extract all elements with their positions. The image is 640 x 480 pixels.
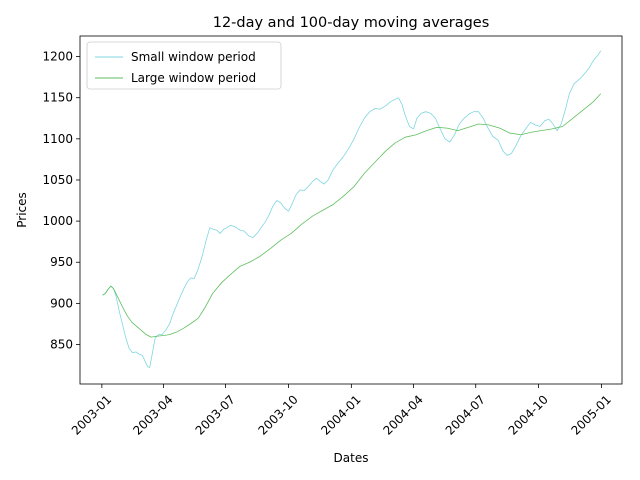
legend-box: [86, 41, 282, 90]
series-line-2: [102, 93, 602, 338]
y-tick-label: 1200: [42, 50, 73, 64]
x-axis-label: Dates: [334, 451, 369, 465]
legend: Small window period Large window period: [86, 41, 282, 90]
y-tick-label: 950: [50, 255, 73, 269]
y-tick-label: 900: [50, 296, 73, 310]
y-tick-label: 1050: [42, 173, 73, 187]
series-layer: [102, 50, 602, 368]
series-line-1: [102, 50, 602, 368]
legend-label-1: Small window period: [131, 50, 256, 64]
legend-label-2: Large window period: [131, 71, 256, 85]
y-tick-label: 1100: [42, 132, 73, 146]
y-tick-label: 1000: [42, 214, 73, 228]
y-tick-label: 850: [50, 338, 73, 352]
y-axis: 850 900 950 1000 1050 1100 1150 1200: [42, 50, 80, 352]
y-axis-label: Prices: [15, 192, 29, 228]
chart-title: 12-day and 100-day moving averages: [213, 15, 490, 31]
y-tick-label: 1150: [42, 91, 73, 105]
